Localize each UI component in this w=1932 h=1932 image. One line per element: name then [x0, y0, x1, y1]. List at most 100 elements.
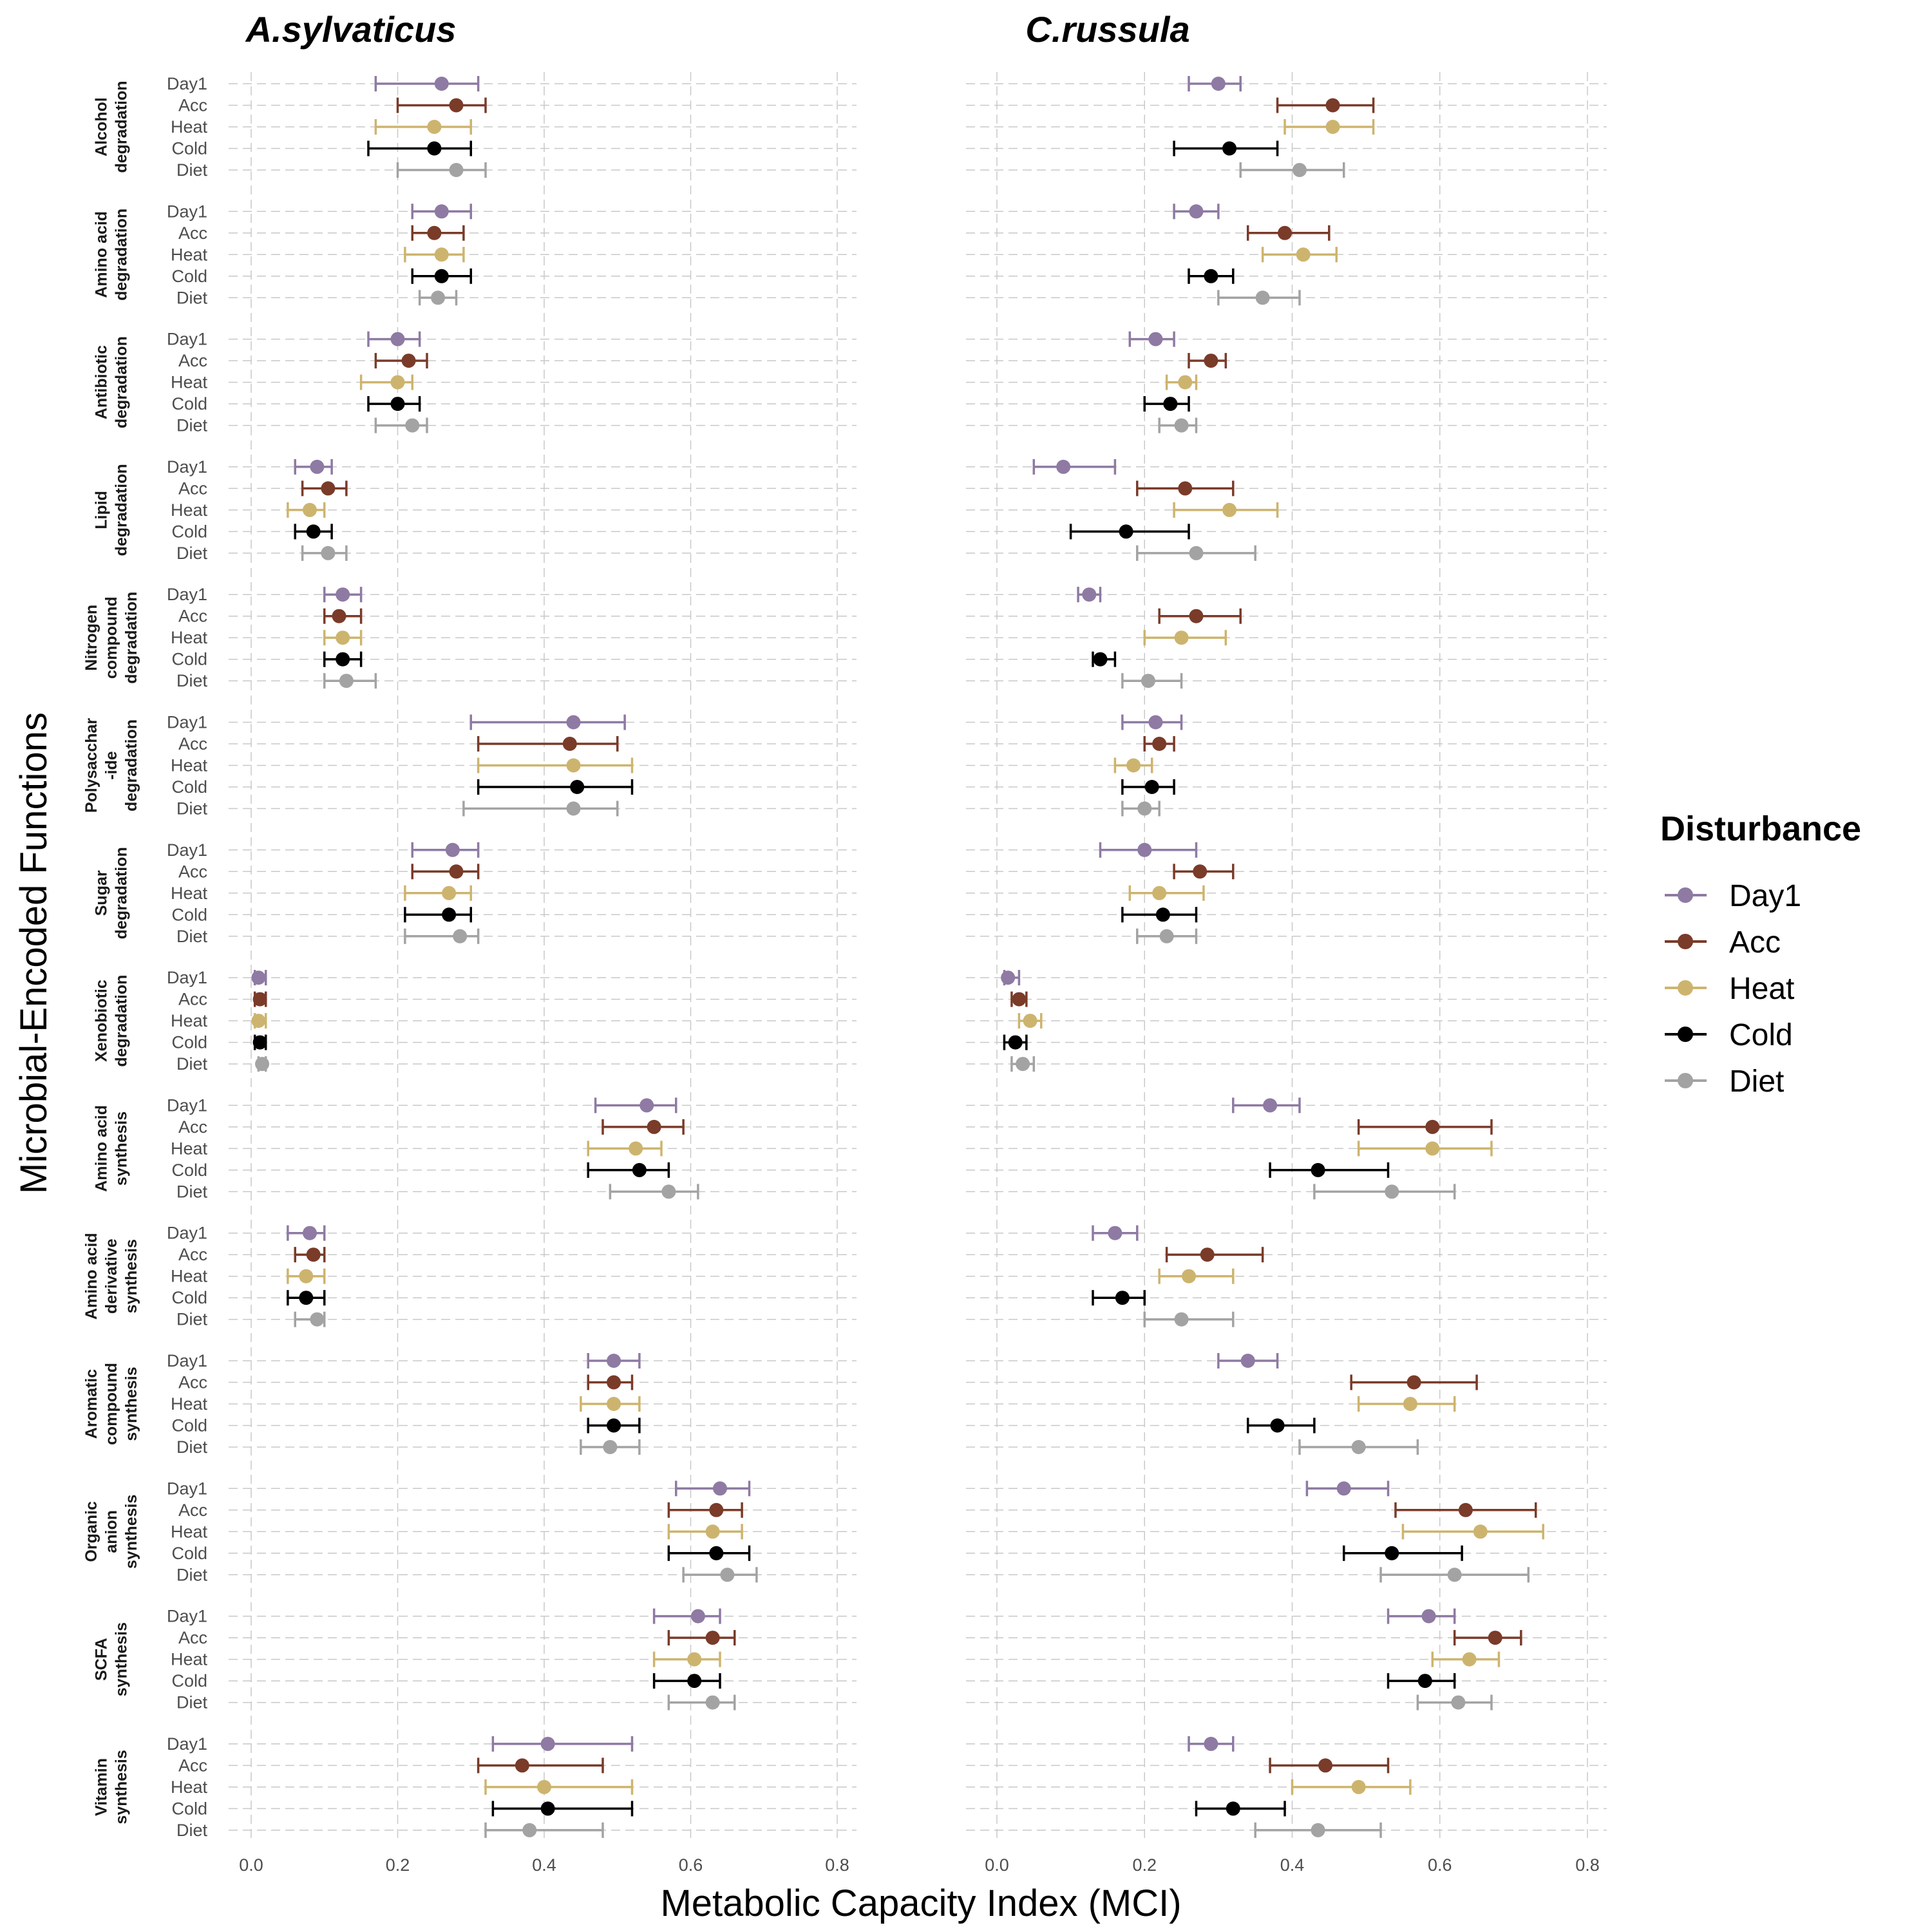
y-condition-label: Day1: [167, 330, 207, 349]
data-point: [1204, 1736, 1218, 1751]
legend-marker: [1678, 1027, 1693, 1042]
data-point: [1336, 1481, 1351, 1496]
data-point: [434, 247, 449, 262]
y-condition-label: Diet: [176, 416, 208, 435]
data-point: [401, 354, 416, 368]
data-point: [1222, 502, 1237, 517]
y-condition-label: Acc: [178, 607, 207, 626]
data-point: [310, 459, 325, 474]
function-group: [1113, 714, 1183, 817]
data-point: [427, 141, 442, 156]
data-point: [321, 481, 336, 496]
data-point: [1001, 971, 1016, 985]
data-point: [306, 524, 321, 539]
data-point: [713, 1481, 727, 1496]
function-group: [404, 842, 480, 944]
data-point: [690, 1609, 705, 1624]
function-label-line: degradation: [113, 80, 131, 173]
function-label-line: Aromatic: [82, 1369, 100, 1439]
y-condition-label: Cold: [171, 394, 207, 413]
data-point: [1137, 842, 1152, 857]
y-condition-label: Day1: [167, 74, 207, 93]
function-group: [1387, 1608, 1522, 1710]
function-label: Amino acid degradation: [93, 209, 131, 301]
data-point: [522, 1823, 537, 1837]
data-point: [647, 1119, 661, 1134]
function-group: [1217, 1353, 1478, 1455]
y-condition-label: Heat: [171, 1777, 208, 1797]
x-tick-label: 0.6: [1428, 1855, 1452, 1875]
function-group: [1099, 842, 1235, 944]
y-condition-label: Day1: [167, 1479, 207, 1498]
panel-0: A.sylvaticus: [229, 9, 857, 1842]
data-point: [453, 929, 468, 943]
function-label-line: Organic: [82, 1501, 100, 1562]
data-point: [442, 907, 457, 922]
data-point: [1447, 1567, 1462, 1582]
data-point: [570, 780, 585, 794]
data-point: [427, 225, 442, 240]
data-point: [332, 609, 346, 623]
function-label-line: synthesis: [122, 1239, 140, 1313]
x-tick-label: 0.2: [1132, 1855, 1157, 1875]
y-condition-label: Acc: [178, 351, 207, 370]
y-condition-label: Heat: [171, 245, 208, 264]
function-label: Vitamin synthesis: [93, 1750, 131, 1824]
data-point: [299, 1269, 314, 1283]
function-label-line: degradation: [113, 464, 131, 556]
y-condition-label: Cold: [171, 1799, 207, 1818]
y-condition-label: Acc: [178, 1117, 207, 1137]
data-point: [687, 1674, 702, 1689]
function-group: [462, 714, 634, 817]
y-condition-label: Diet: [176, 1054, 208, 1074]
data-point: [566, 801, 581, 816]
x-tick-label: 0.2: [386, 1855, 410, 1875]
y-condition-label: Diet: [176, 1821, 208, 1840]
data-point: [1311, 1823, 1325, 1837]
data-point: [1351, 1779, 1366, 1794]
data-point: [339, 674, 354, 688]
y-condition-label: Heat: [171, 1394, 208, 1414]
function-group: [1232, 1097, 1493, 1200]
data-point: [1255, 290, 1270, 305]
data-point: [255, 1057, 270, 1072]
data-point: [251, 1014, 266, 1028]
y-condition-label: Cold: [171, 522, 207, 541]
y-condition-label: Cold: [171, 905, 207, 924]
function-group: [587, 1097, 699, 1200]
data-point: [607, 1397, 621, 1411]
y-condition-label: Acc: [178, 1756, 207, 1775]
function-group: [1032, 459, 1279, 561]
data-point: [1403, 1397, 1417, 1411]
data-point: [306, 1247, 321, 1262]
data-point: [1318, 1758, 1333, 1773]
data-point: [321, 545, 336, 560]
data-point: [1458, 1502, 1473, 1517]
data-point: [310, 1312, 325, 1327]
function-label-line: Sugar: [93, 870, 111, 916]
function-group: [251, 970, 270, 1072]
y-condition-label: Diet: [176, 1182, 208, 1201]
data-point: [720, 1567, 735, 1582]
function-label: Amino acid derivative synthesis: [82, 1233, 140, 1320]
function-label-line: Lipid: [93, 491, 111, 529]
data-point: [1488, 1631, 1502, 1645]
y-condition-label: Heat: [171, 1650, 208, 1669]
y-condition-label: Acc: [178, 990, 207, 1009]
data-point: [1152, 886, 1167, 900]
function-label: Xenobiotic degradation: [93, 975, 131, 1067]
function-label-line: synthesis: [122, 1367, 140, 1441]
data-point: [1462, 1652, 1477, 1667]
x-tick-label: 0.8: [825, 1855, 849, 1875]
function-label: Antibiotic degradation: [93, 336, 131, 428]
data-point: [1152, 737, 1167, 751]
y-condition-label: Cold: [171, 139, 207, 158]
function-label-line: Alcohol: [93, 97, 111, 156]
y-condition-label: Heat: [171, 117, 208, 137]
data-point: [1296, 247, 1311, 262]
data-point: [1137, 801, 1152, 816]
y-condition-label: Diet: [176, 544, 208, 563]
data-point: [1093, 652, 1108, 667]
legend-entry-label: Heat: [1729, 972, 1794, 1006]
